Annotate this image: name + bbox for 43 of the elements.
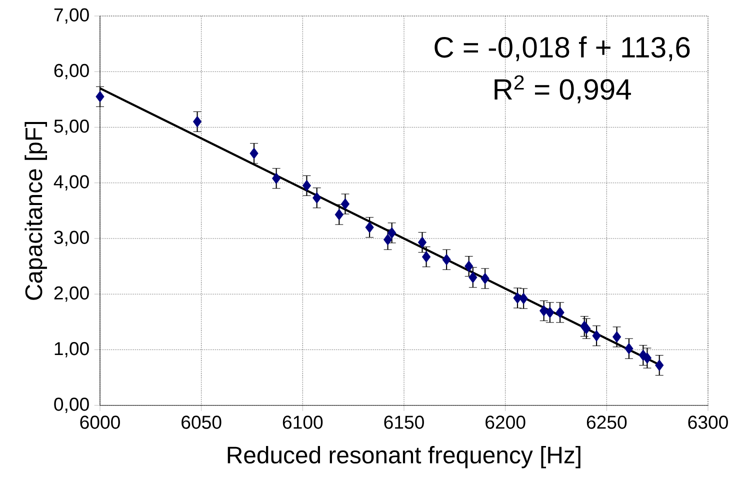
x-tick-label: 6250 xyxy=(586,416,627,429)
point xyxy=(592,330,601,342)
point xyxy=(464,260,474,272)
y-tick-label: 5,00 xyxy=(54,120,89,135)
point xyxy=(480,272,490,284)
point xyxy=(442,254,451,266)
y-tick-label: 7,00 xyxy=(54,8,89,24)
point xyxy=(422,251,431,262)
point xyxy=(334,208,344,220)
point xyxy=(624,343,634,354)
point xyxy=(612,331,622,343)
y-axis-title: Capacitance [pF] xyxy=(24,122,47,300)
point xyxy=(468,272,478,284)
point xyxy=(546,306,554,318)
point xyxy=(340,198,350,210)
x-tick-label: 6300 xyxy=(688,416,728,429)
point xyxy=(556,306,564,318)
y-tick-label: 1,00 xyxy=(54,342,89,358)
point xyxy=(193,116,202,128)
y-tick-label: 4,00 xyxy=(54,175,89,191)
point xyxy=(513,292,522,304)
point xyxy=(418,236,427,248)
y-tick-label: 0,00 xyxy=(54,398,89,414)
y-tick-label: 2,00 xyxy=(54,286,89,302)
x-tick-label: 6150 xyxy=(384,416,424,429)
point xyxy=(655,360,664,371)
point xyxy=(312,192,322,204)
annotation: C = -0,018 f + 113,6 xyxy=(434,36,690,62)
point xyxy=(96,91,104,102)
y-tick-label: 3,00 xyxy=(54,230,89,246)
y-tick-label: 6,00 xyxy=(54,64,89,80)
point xyxy=(272,172,281,184)
point xyxy=(302,180,311,192)
x-tick-label: 6200 xyxy=(486,416,526,429)
x-tick-label: 6100 xyxy=(282,416,323,429)
point xyxy=(540,305,548,316)
point xyxy=(250,148,258,159)
x-axis-title: Reduced resonant frequency [Hz] xyxy=(228,446,580,468)
point xyxy=(365,222,374,233)
annotation: R$^{2}$ = 0,994 xyxy=(494,75,631,104)
point xyxy=(519,292,528,304)
x-tick-label: 6000 xyxy=(80,416,120,429)
x-tick-label: 6050 xyxy=(182,416,222,429)
